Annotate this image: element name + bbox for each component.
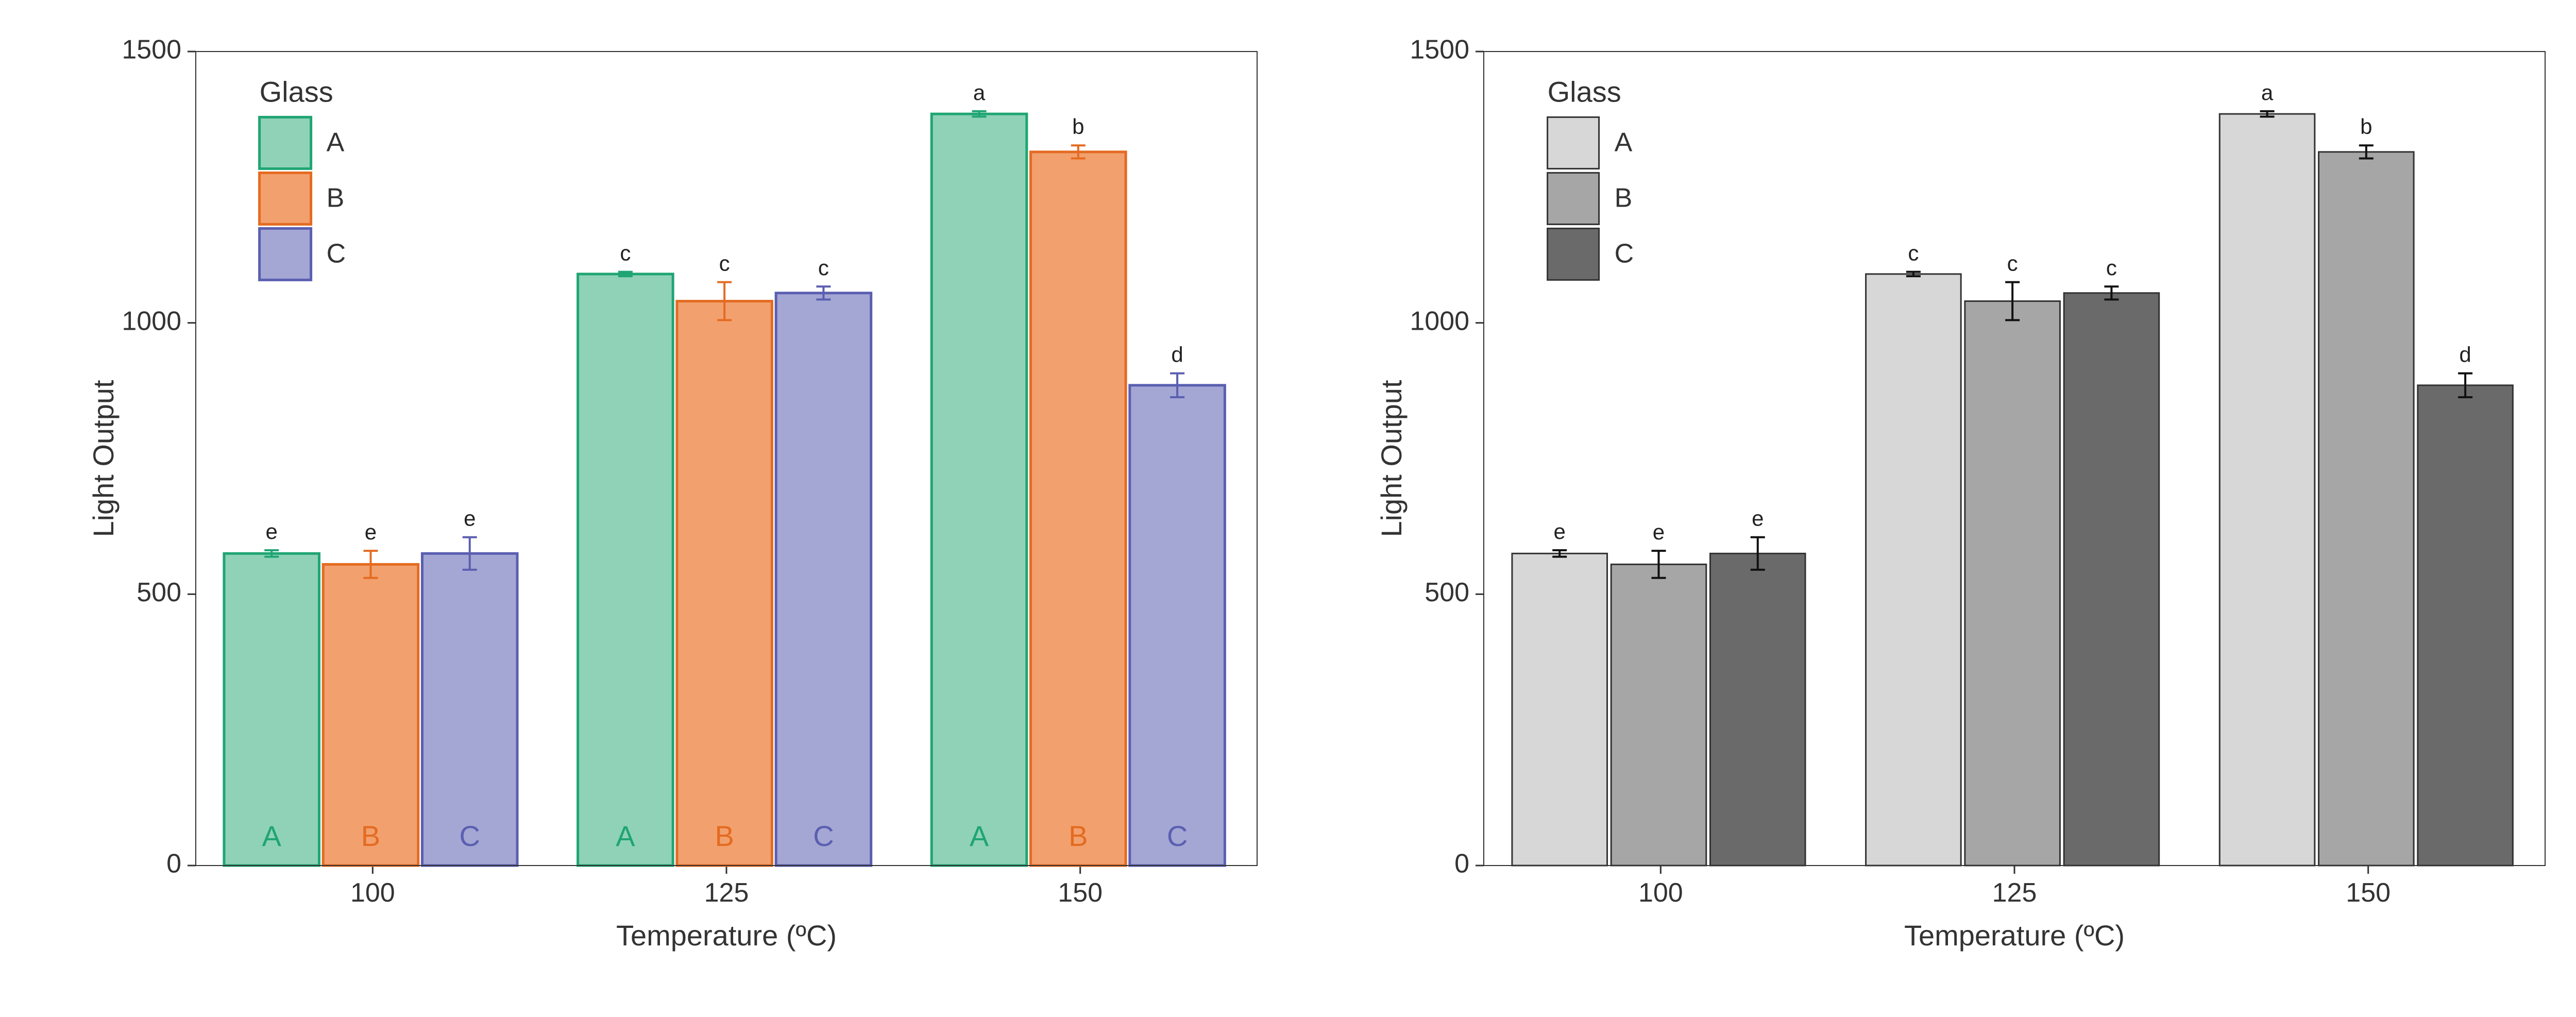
x-tick-label: 100: [1638, 878, 1683, 908]
sig-letter: c: [2106, 256, 2117, 280]
legend-key-B: [1548, 173, 1599, 224]
panel-left: 0 500 1000 1500 Light Output 100 e Ae Be C 125 c Ac B…: [62, 21, 1288, 987]
in-bar-label: C: [460, 820, 480, 852]
y-tick-label: 0: [1454, 849, 1469, 879]
sig-letter: c: [719, 251, 730, 276]
y-tick-label: 1500: [122, 35, 181, 65]
sig-letter: e: [1752, 506, 1764, 531]
sig-letter: e: [464, 506, 476, 531]
y-axis-title: Light Output: [87, 380, 120, 537]
sig-letter: e: [266, 519, 278, 544]
sig-letter: b: [1072, 114, 1084, 139]
bar-100-A: [1512, 553, 1607, 866]
x-tick-label: 125: [704, 878, 749, 908]
sig-letter: d: [1171, 343, 1183, 367]
sig-letter: a: [973, 80, 986, 105]
bar-125-C: [776, 293, 871, 866]
legend: Glass ABC: [260, 75, 346, 280]
bar-100-A: [224, 553, 319, 866]
legend-label-A: A: [1615, 127, 1633, 157]
y-tick-label: 0: [166, 849, 181, 879]
bar-125-C: [2064, 293, 2159, 866]
in-bar-label: A: [616, 820, 635, 852]
legend-label-A: A: [327, 127, 345, 157]
bar-150-A: [931, 114, 1027, 866]
bar-125-B: [677, 301, 772, 866]
y-axis-title: Light Output: [1375, 380, 1408, 537]
in-bar-label: B: [715, 820, 734, 852]
in-bar-label: A: [970, 820, 989, 852]
in-bar-label: B: [361, 820, 380, 852]
legend-key-A: [260, 117, 311, 168]
x-tick-label: 150: [2346, 878, 2391, 908]
panel_left-svg: 0 500 1000 1500 Light Output 100 e Ae Be C 125 c Ac B…: [62, 21, 1288, 984]
legend-key-B: [260, 173, 311, 224]
bar-150-B: [1031, 152, 1126, 866]
y-tick-label: 500: [137, 578, 181, 607]
sig-letter: c: [818, 256, 829, 280]
legend-title: Glass: [1548, 75, 1621, 108]
y-tick-label: 500: [1425, 578, 1469, 607]
legend-key-C: [260, 228, 311, 280]
bar-150-B: [2319, 152, 2414, 866]
in-bar-label: B: [1069, 820, 1088, 852]
sig-letter: c: [1908, 241, 1919, 265]
sig-letter: e: [365, 520, 377, 544]
x-tick-label: 150: [1058, 878, 1103, 908]
x-axis-title: Temperature (ºC): [1904, 919, 2125, 952]
bar-125-A: [1866, 274, 1961, 866]
bar-150-C: [2418, 385, 2513, 866]
sig-letter: c: [620, 241, 631, 265]
in-bar-label: C: [813, 820, 834, 852]
sig-letter: e: [1653, 520, 1665, 544]
x-tick-label: 125: [1992, 878, 2037, 908]
y-tick-label: 1000: [122, 306, 181, 336]
bar-100-C: [422, 553, 517, 866]
bar-125-A: [578, 274, 673, 866]
x-tick-label: 100: [350, 878, 395, 908]
sig-letter: b: [2360, 114, 2372, 139]
bar-100-B: [1611, 564, 1706, 866]
legend-label-B: B: [1615, 183, 1633, 213]
figure-row: 050010001500Light Output100eAeBeC125cAcB…: [0, 0, 2576, 1007]
y-tick-label: 1000: [1410, 306, 1469, 336]
bar-125-B: [1965, 301, 2060, 866]
sig-letter: a: [2261, 80, 2274, 105]
legend-label-C: C: [1615, 239, 1634, 268]
sig-letter: c: [2007, 251, 2018, 276]
panel_right-svg: 0 500 1000 1500 Light Output 100 e e e 125 c c c 150 a…: [1350, 21, 2576, 984]
legend: Glass ABC: [1548, 75, 1634, 280]
bar-100-C: [1710, 553, 1805, 866]
bar-150-C: [1130, 385, 1225, 866]
legend-key-A: [1548, 117, 1599, 168]
sig-letter: d: [2459, 343, 2471, 367]
in-bar-label: C: [1167, 820, 1188, 852]
bar-150-A: [2219, 114, 2315, 866]
legend-key-C: [1548, 228, 1599, 280]
legend-label-C: C: [327, 239, 346, 268]
sig-letter: e: [1554, 519, 1566, 544]
legend-title: Glass: [260, 75, 333, 108]
in-bar-label: A: [262, 820, 282, 852]
y-tick-label: 1500: [1410, 35, 1469, 65]
x-axis-title: Temperature (ºC): [616, 919, 837, 952]
legend-label-B: B: [327, 183, 345, 213]
panel-right: 0 500 1000 1500 Light Output 100 e e e 125 c c c 150 a…: [1350, 21, 2576, 987]
